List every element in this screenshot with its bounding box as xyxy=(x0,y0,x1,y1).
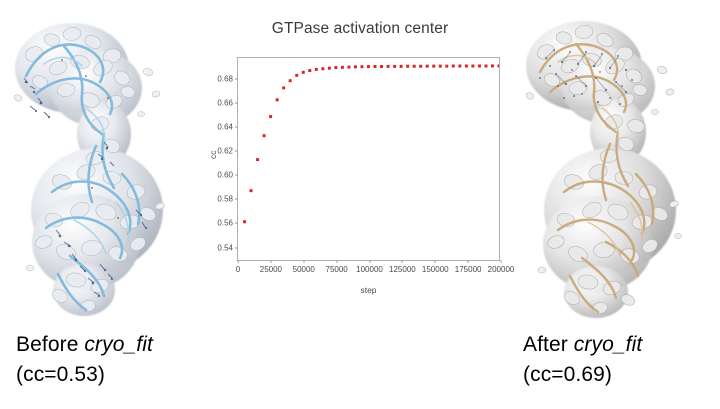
caption-before-italic: cryo_fit xyxy=(84,333,153,356)
y-tick-label: 0.54 xyxy=(217,243,233,252)
data-point xyxy=(353,65,357,69)
data-point xyxy=(340,65,344,69)
x-tick-mark xyxy=(500,260,502,263)
plot-area: 0.54 0.56 0.58 0.60 0.62 0.64 0.66 0.68 0 25000 50… xyxy=(217,57,514,274)
data-point xyxy=(301,70,305,74)
y-tick-label: 0.68 xyxy=(217,74,233,84)
data-point xyxy=(334,66,338,70)
data-point xyxy=(477,64,481,68)
y-tick-mark xyxy=(235,174,238,176)
x-tick-mark xyxy=(369,260,370,263)
data-point xyxy=(419,64,423,68)
y-tick-label: 0.64 xyxy=(217,122,233,132)
data-point xyxy=(295,73,299,77)
data-point xyxy=(249,189,253,193)
x-tick-label: 125000 xyxy=(389,265,416,274)
data-point xyxy=(380,65,384,68)
cryoem-density-after-icon xyxy=(525,21,682,318)
x-tick-mark xyxy=(401,260,403,263)
cc-vs-step-chart: GTPase activation center 0.54 0.56 0.58 0.6… xyxy=(205,10,515,310)
molecule-panel-after xyxy=(510,6,720,326)
y-axis-label: cc xyxy=(208,150,218,160)
data-point xyxy=(432,64,436,68)
y-tick-mark xyxy=(235,198,238,200)
x-tick-label: 100000 xyxy=(356,265,383,274)
caption-after-italic: cryo_fit xyxy=(573,333,643,356)
data-point xyxy=(275,98,279,102)
y-tick-label: 0.60 xyxy=(217,170,233,180)
x-tick-mark xyxy=(303,260,305,263)
x-tick-mark xyxy=(434,260,436,263)
data-point xyxy=(327,66,331,70)
y-tick-mark xyxy=(235,102,238,104)
data-point xyxy=(314,67,318,71)
data-point xyxy=(497,64,499,68)
x-tick-mark xyxy=(270,260,272,263)
data-point xyxy=(282,86,286,90)
x-tick-label: 175000 xyxy=(454,265,482,274)
data-point xyxy=(458,64,462,68)
data-point xyxy=(412,64,416,68)
x-tick-label: 150000 xyxy=(421,265,449,274)
y-tick-label: 0.56 xyxy=(217,218,233,228)
data-point xyxy=(308,69,312,73)
caption-after-main: After xyxy=(523,333,574,356)
data-point xyxy=(243,220,247,224)
data-point xyxy=(288,79,292,83)
y-tick-mark xyxy=(235,126,238,128)
y-tick-label: 0.58 xyxy=(217,194,233,204)
data-point xyxy=(490,64,494,68)
data-point xyxy=(399,64,403,68)
y-tick-label: 0.62 xyxy=(217,146,233,156)
data-point xyxy=(347,65,351,69)
y-tick-mark xyxy=(235,247,238,248)
data-point xyxy=(451,64,455,68)
data-point xyxy=(321,67,325,71)
x-axis-label: step xyxy=(360,285,377,295)
caption-after: After cryo_fit (cc=0.69) xyxy=(523,330,642,390)
caption-before-main: Before xyxy=(16,333,85,356)
caption-before-cc: (cc=0.53) xyxy=(16,363,106,386)
data-point xyxy=(425,64,429,68)
data-point xyxy=(360,65,364,69)
data-point xyxy=(484,64,488,68)
y-tick-mark xyxy=(235,78,238,80)
x-tick-mark xyxy=(336,260,338,263)
cryoem-density-before-icon xyxy=(13,23,165,316)
caption-before: Before cryo_fit (cc=0.53) xyxy=(16,330,153,390)
data-point xyxy=(471,64,475,68)
data-point xyxy=(445,64,449,68)
data-point xyxy=(262,134,266,138)
y-tick-mark xyxy=(235,222,238,224)
data-point xyxy=(406,64,410,68)
x-tick-label: 75000 xyxy=(325,265,348,274)
scatter-points-layer xyxy=(243,64,499,224)
x-tick-label: 200000 xyxy=(487,265,515,274)
data-point xyxy=(464,64,468,68)
data-point xyxy=(386,64,390,68)
y-tick-label: 0.66 xyxy=(217,98,233,108)
y-tick-mark xyxy=(235,150,238,152)
molecule-panel-before xyxy=(0,6,210,326)
data-point xyxy=(256,158,260,162)
data-point xyxy=(438,64,442,68)
x-tick-label: 50000 xyxy=(292,265,315,274)
data-point xyxy=(373,65,377,68)
data-point xyxy=(393,64,397,68)
caption-after-cc: (cc=0.69) xyxy=(523,363,613,386)
x-tick-mark xyxy=(467,260,469,263)
x-tick-label: 25000 xyxy=(259,265,282,274)
x-tick-label: 0 xyxy=(235,265,241,274)
x-tick-mark xyxy=(237,260,239,263)
data-point xyxy=(269,115,273,119)
data-point xyxy=(367,65,370,69)
chart-title: GTPase activation center xyxy=(271,20,449,37)
